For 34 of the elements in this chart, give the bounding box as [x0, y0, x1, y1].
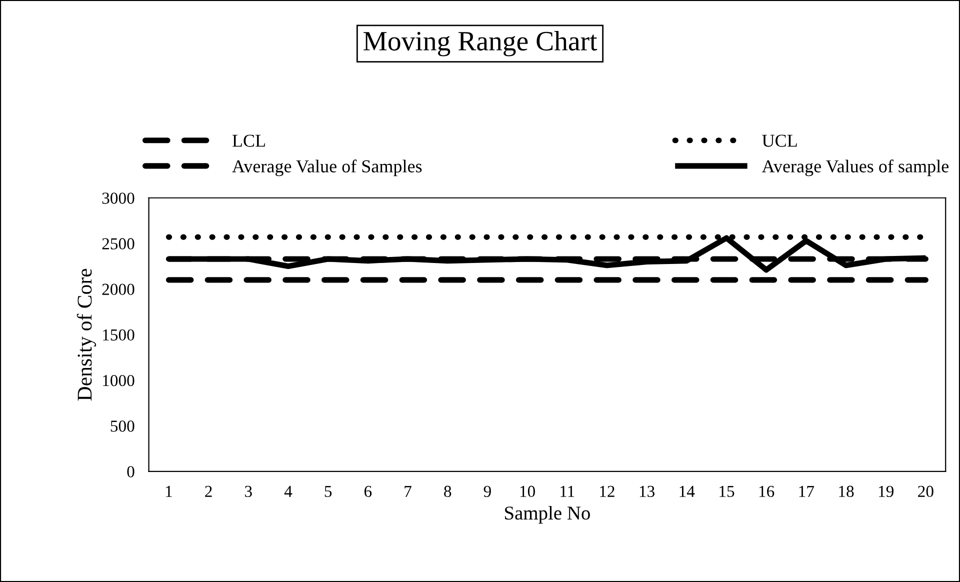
y-tick-label: 500 — [110, 420, 134, 432]
x-tick-label: 17 — [799, 486, 814, 497]
y-tick-label: 1500 — [103, 329, 134, 341]
x-tick-label: 4 — [284, 486, 292, 497]
chart-title: Moving Range Chart — [364, 31, 598, 56]
x-tick-label: 5 — [324, 486, 332, 498]
x-tick-label: 15 — [720, 486, 734, 498]
y-tick-label: 3000 — [102, 192, 134, 204]
y-tick-label: 0 — [127, 466, 134, 478]
x-tick-label: 20 — [918, 486, 934, 498]
x-axis-title: Sample No — [505, 506, 590, 524]
x-tick-label: 14 — [680, 486, 695, 497]
x-tick-label: 2 — [205, 486, 212, 497]
legend-label: Average Value of Samples — [232, 160, 422, 176]
x-tick-label: 13 — [640, 486, 654, 498]
x-tick-label: 11 — [560, 486, 574, 497]
x-tick-label: 19 — [878, 486, 894, 498]
y-tick-label: 1000 — [103, 374, 134, 386]
x-tick-label: 18 — [839, 486, 854, 498]
x-tick-label: 16 — [759, 486, 774, 498]
legend-label: Average Values of sample — [762, 160, 948, 176]
legend-label: UCL — [762, 134, 797, 147]
x-tick-label: 12 — [600, 486, 614, 497]
y-tick-label: 2500 — [102, 238, 134, 250]
x-tick-label: 6 — [364, 486, 372, 498]
x-tick-label: 10 — [520, 486, 535, 498]
x-tick-label: 1 — [166, 486, 172, 497]
x-tick-label: 8 — [444, 486, 452, 498]
legend-label: LCL — [232, 134, 265, 147]
x-tick-label: 3 — [245, 486, 252, 498]
x-tick-label: 9 — [484, 486, 491, 498]
y-axis-title: Density of Core — [76, 268, 96, 401]
y-tick-label: 2000 — [102, 284, 134, 296]
x-tick-label: 7 — [404, 486, 412, 497]
